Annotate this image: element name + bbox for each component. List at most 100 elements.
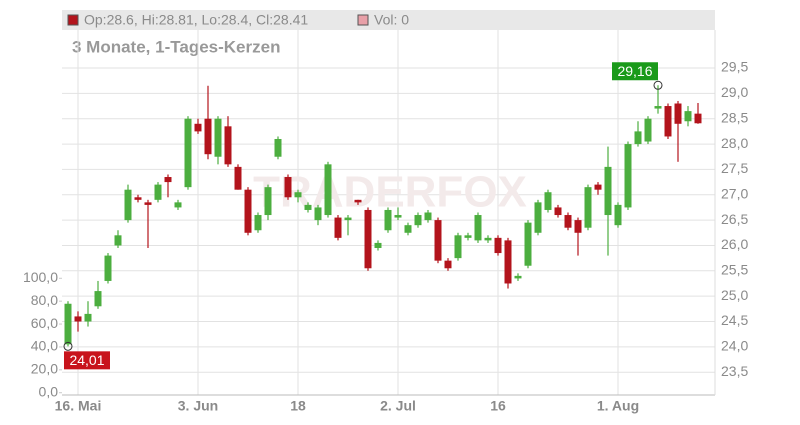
candle-body [554,207,562,216]
candle-body [174,202,182,208]
candle-body [434,220,442,261]
candle-body [664,106,672,137]
candle-body [654,106,662,109]
y2-tick-label: 20,0 [31,361,58,377]
candle-body [294,192,302,198]
candle-body [414,215,422,226]
candle-body [184,118,192,188]
candle-body [574,220,582,233]
candle-body [514,275,522,279]
y-tick-label: 26,0 [721,236,748,252]
x-tick-label: 3. Jun [178,398,218,414]
candle-body [74,316,82,322]
candle-body [584,187,592,228]
candle-body [594,184,602,190]
candle-body [564,215,572,228]
candle-body [234,166,242,190]
annotation-box [612,62,658,81]
candle-body [364,209,372,269]
y-tick-label: 29,0 [721,84,748,100]
candle-body [424,212,432,221]
ohlc-swatch [67,14,79,26]
candle-body [494,237,502,254]
candle-body [624,144,632,208]
candle-body [544,192,552,210]
y2-tick-label: 40,0 [31,338,58,354]
candle-body [84,313,92,322]
candle-body [244,189,252,233]
candle-body [674,103,682,124]
ohlc-text: Op:28.6, Hi:28.81, Lo:28.4, Cl:28.41 [84,12,308,28]
candle-body [254,215,262,231]
candle-body [344,217,352,221]
y-tick-label: 23,5 [721,363,748,379]
candle-body [374,242,382,248]
y-tick-label: 26,5 [721,211,748,227]
annotation-label: 24,01 [69,352,104,368]
candle-body [454,235,462,259]
candle-body [164,177,172,183]
candle-body [264,187,272,216]
candle-body [604,166,612,216]
candle-body [134,197,142,200]
candle-body [284,177,292,198]
y2-tick-label: 100,0 [23,269,58,285]
y2-tick-label: 80,0 [31,292,58,308]
candle-body [274,138,282,157]
candle-body [94,291,102,307]
candle-body [154,184,162,200]
candle-body [104,255,112,281]
x-tick-label: 16. Mai [55,398,102,414]
y-tick-label: 27,0 [721,185,748,201]
y-tick-label: 25,0 [721,287,748,303]
candle-body [334,217,342,238]
candle-body [484,237,492,241]
candle-body [64,303,72,345]
candle-body [504,240,512,284]
y-tick-label: 25,5 [721,262,748,278]
watermark: TRADERFOX [253,168,527,217]
candle-body [204,118,212,155]
y2-tick-label: 0,0 [39,383,59,399]
y-tick-label: 24,5 [721,312,748,328]
candle-body [464,235,472,238]
candle-body [324,164,332,216]
volume-text: Vol: 0 [374,12,409,28]
candle-body [114,235,122,246]
candle-body [124,189,132,221]
candle-body [404,225,412,233]
candle-body [534,202,542,233]
x-tick-label: 16 [490,398,506,414]
candle-body [194,123,202,132]
x-tick-label: 1. Aug [597,398,639,414]
x-tick-label: 2. Jul [380,398,416,414]
candle-body [214,118,222,157]
extreme-marker [63,341,73,351]
candle-body [144,202,152,205]
candle-body [644,118,652,142]
y-tick-label: 28,0 [721,135,748,151]
candle-body [524,222,532,266]
candle-body [684,111,692,122]
candle-body [614,204,622,226]
candle-body [224,126,232,165]
annotation-label: 29,16 [617,63,652,79]
candle-body [694,113,702,124]
candle-body [474,215,482,241]
extreme-marker [653,80,663,90]
candle-body [634,131,642,145]
candle-body [354,199,362,203]
candle-body [444,260,452,269]
header-bar [62,10,715,30]
candle-body [304,204,312,210]
candle-body [384,209,392,231]
y-tick-label: 24,0 [721,338,748,354]
x-tick-label: 18 [290,398,306,414]
annotation-box [64,351,110,370]
y-tick-label: 28,5 [721,109,748,125]
candle-body [394,215,402,218]
subtitle: 3 Monate, 1-Tages-Kerzen [72,37,280,56]
y-tick-label: 29,5 [721,59,748,75]
y-tick-label: 27,5 [721,160,748,176]
